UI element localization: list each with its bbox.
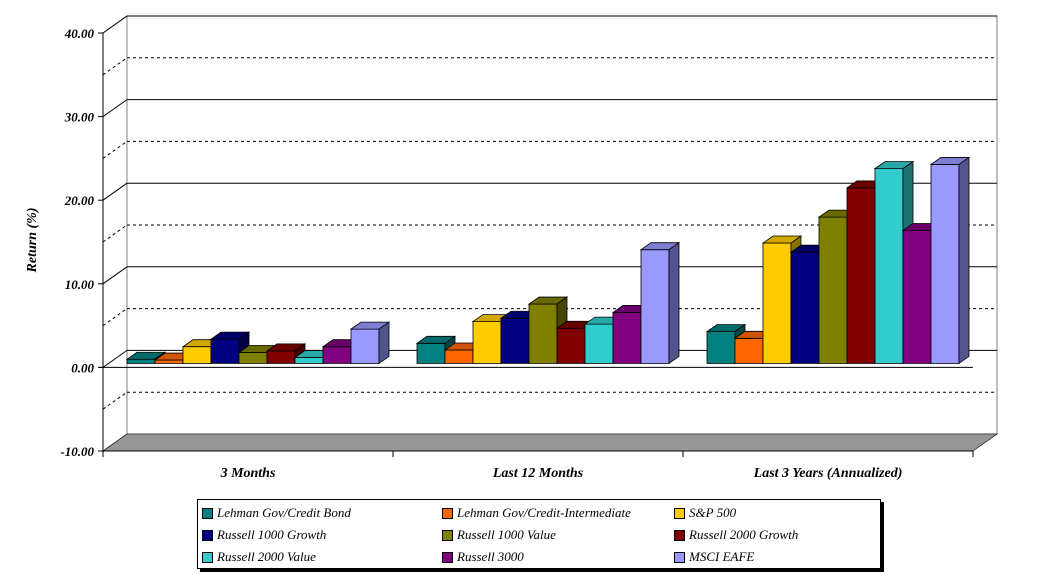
legend: Lehman Gov/Credit Bond Lehman Gov/Credit-… — [197, 499, 881, 569]
bar-front — [556, 327, 586, 364]
bar-front — [500, 317, 530, 364]
bar-front — [930, 164, 960, 364]
bar — [733, 330, 775, 365]
y-tick-label: -10.00 — [60, 444, 94, 459]
y-tick-label: 20.00 — [64, 193, 95, 208]
major-gridline-side — [102, 349, 128, 368]
bar-front — [846, 187, 876, 364]
bars — [125, 156, 971, 365]
bar — [873, 160, 915, 365]
legend-item: Russell 2000 Growth — [674, 524, 874, 546]
legend-label: S&P 500 — [689, 505, 737, 520]
legend-swatch — [202, 551, 213, 563]
bar-front — [584, 323, 614, 364]
bar-side — [958, 156, 970, 365]
bar-front — [350, 328, 380, 364]
bar-side — [668, 241, 680, 365]
bar-front — [210, 338, 240, 364]
bar-front — [416, 342, 446, 364]
floor-panel — [102, 433, 998, 452]
bar — [639, 241, 681, 365]
major-gridline-side — [102, 182, 128, 201]
bar-front — [444, 349, 474, 364]
legend-swatch — [442, 507, 453, 519]
legend-swatch — [442, 551, 453, 563]
bar-front — [266, 350, 296, 364]
bar-front — [126, 358, 156, 364]
x-tick-label: 3 Months — [220, 466, 276, 481]
legend-swatch — [674, 529, 685, 541]
bar-front — [182, 346, 212, 364]
y-tick-label: 10.00 — [65, 277, 95, 292]
legend-swatch — [674, 551, 685, 563]
bar — [349, 321, 391, 365]
bar — [209, 331, 251, 365]
minor-gridline-side — [102, 140, 128, 159]
bar-front — [322, 346, 352, 364]
legend-label: Lehman Gov/Credit Bond — [217, 505, 351, 520]
bar-front — [154, 359, 184, 364]
y-tick-label: 30.00 — [64, 110, 95, 125]
axes: 40.00 30.00 20.00 10.00 0.00 -10.00 3 Months La… — [60, 26, 974, 481]
legend-item: Russell 2000 Value — [202, 546, 442, 568]
bar-front — [528, 303, 558, 364]
legend-label: Russell 2000 Value — [217, 549, 316, 564]
bar-front — [874, 168, 904, 364]
bar-front — [790, 251, 820, 364]
bar-side — [378, 321, 390, 365]
major-gridline-side — [102, 99, 128, 118]
bar — [929, 156, 971, 365]
minor-gridline-side — [102, 57, 128, 76]
legend-swatch — [674, 507, 685, 519]
legend-swatch — [442, 529, 453, 541]
bar-front — [818, 216, 848, 364]
major-gridline-side — [102, 266, 128, 285]
minor-gridline-side — [102, 308, 128, 327]
legend-label: Russell 3000 — [457, 549, 524, 564]
chart-floor — [102, 433, 998, 452]
legend-item: Lehman Gov/Credit Bond — [202, 502, 442, 524]
x-tick-label: Last 12 Months — [492, 466, 584, 481]
bar-front — [612, 312, 642, 364]
bar-front — [734, 337, 764, 364]
bar-front — [762, 242, 792, 364]
bar-front — [294, 357, 324, 364]
legend-item: MSCI EAFE — [674, 546, 874, 568]
legend-label: Lehman Gov/Credit-Intermediate — [457, 505, 631, 520]
legend-item: Russell 3000 — [442, 546, 674, 568]
y-tick-label: 0.00 — [71, 360, 94, 375]
minor-gridline-side — [102, 224, 128, 243]
major-gridline-side — [102, 15, 128, 34]
y-tick-label: 40.00 — [64, 26, 95, 41]
legend-label: Russell 1000 Growth — [217, 527, 327, 542]
bar-front — [472, 321, 502, 364]
bar-front — [640, 249, 670, 364]
legend-label: Russell 1000 Value — [457, 527, 556, 542]
legend-swatch — [202, 507, 213, 519]
bar-front — [902, 230, 932, 364]
x-tick-label: Last 3 Years (Annualized) — [753, 466, 903, 481]
legend-label: Russell 2000 Growth — [689, 527, 799, 542]
legend-swatch — [202, 529, 213, 541]
legend-item: S&P 500 — [674, 502, 874, 524]
legend-item: Russell 1000 Value — [442, 524, 674, 546]
bar-front — [706, 331, 736, 364]
bar-front — [238, 352, 268, 364]
legend-item: Lehman Gov/Credit-Intermediate — [442, 502, 674, 524]
y-axis-label: Return (%) — [25, 208, 40, 274]
minor-gridline-side — [102, 391, 128, 410]
legend-label: MSCI EAFE — [689, 549, 755, 564]
legend-item: Russell 1000 Growth — [202, 524, 442, 546]
